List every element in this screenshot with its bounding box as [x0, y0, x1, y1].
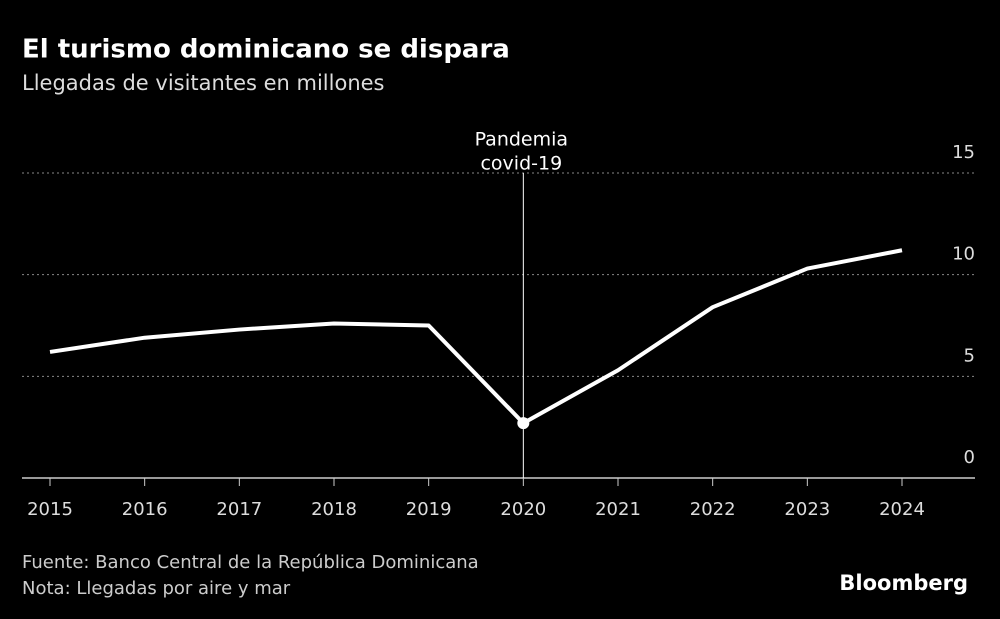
x-tick-label: 2019 [406, 499, 452, 520]
chart-subtitle: Llegadas de visitantes en millones [22, 71, 385, 95]
x-tick-label: 2017 [216, 499, 262, 520]
chart-title: El turismo dominicano se dispara [22, 35, 510, 65]
annotation-text: covid-19 [480, 153, 562, 175]
x-tick-label: 2020 [500, 499, 546, 520]
x-tick-label: 2015 [27, 499, 73, 520]
y-tick-label: 0 [964, 447, 975, 468]
source: Fuente: Banco Central de la República Do… [22, 552, 479, 573]
x-tick-label: 2023 [784, 499, 830, 520]
x-tick-label: 2022 [690, 499, 736, 520]
annotation-text: Pandemia [475, 129, 568, 151]
y-tick-label: 5 [964, 345, 975, 366]
annotation-marker [517, 417, 530, 430]
y-tick-label: 15 [952, 142, 975, 163]
brand: Bloomberg [839, 571, 968, 595]
y-tick-label: 10 [952, 244, 975, 265]
x-tick-label: 2018 [311, 499, 357, 520]
x-tick-label: 2021 [595, 499, 641, 520]
note: Nota: Llegadas por aire y mar [22, 578, 291, 599]
x-tick-label: 2016 [122, 499, 168, 520]
x-tick-label: 2024 [879, 499, 925, 520]
line-series [49, 248, 903, 426]
